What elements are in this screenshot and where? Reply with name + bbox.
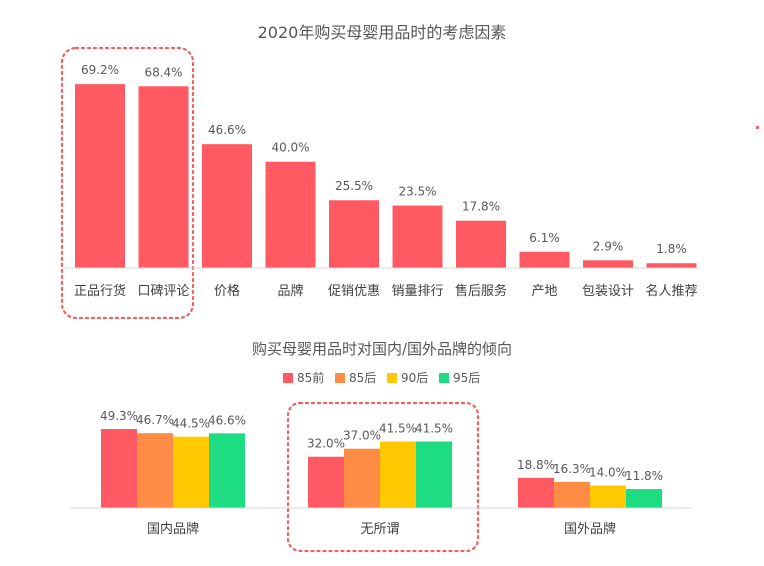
chart2-highlight-box [286, 401, 480, 553]
chart2-category-label: 国内品牌 [147, 521, 199, 537]
chart2-legend: 85前 85后 90后 95后 [283, 370, 480, 385]
chart2-bar [101, 429, 137, 508]
chart1-value-label: 2.9% [593, 239, 624, 253]
chart2-category-labels: 国内品牌 无所谓 国外品牌 [147, 521, 616, 537]
edge-mark [756, 126, 759, 129]
chart2-bars [101, 429, 662, 508]
chart2-value-label: 41.5% [379, 421, 417, 435]
chart1-bar [202, 144, 252, 268]
chart2-bar [173, 436, 209, 508]
chart2-category-label: 国外品牌 [564, 521, 616, 537]
chart1-bar [583, 260, 633, 268]
chart1-bar [138, 86, 189, 268]
chart2-value-label: 49.3% [100, 409, 138, 423]
chart2-value-labels: 49.3%46.7%44.5%46.6%32.0%37.0%41.5%41.5%… [100, 409, 663, 483]
chart1-bar [519, 251, 570, 268]
chart1-bar [75, 84, 125, 268]
chart2-value-label: 11.8% [625, 469, 663, 483]
chart1-category-label: 品牌 [277, 283, 303, 299]
legend-swatch [283, 373, 293, 383]
chart2-value-label: 41.5% [415, 421, 453, 435]
chart1-bar [646, 263, 697, 268]
chart2-value-label: 18.8% [517, 458, 555, 472]
chart2-value-label: 32.0% [307, 437, 345, 451]
chart1-value-label: 25.5% [335, 179, 373, 193]
chart2-category-label: 无所谓 [360, 522, 399, 537]
chart1-bar [265, 161, 316, 268]
chart1-category-label: 口碑评论 [137, 283, 189, 299]
chart1-bar [456, 220, 506, 268]
chart2-value-label: 14.0% [589, 466, 627, 480]
chart1-category-label: 促销优惠 [328, 284, 380, 299]
chart2-bar [308, 456, 344, 508]
chart1-title: 2020年购买母婴用品时的考虑因素 [258, 23, 507, 42]
chart2-value-label: 16.3% [553, 462, 591, 476]
chart2-bar [344, 448, 380, 508]
legend-label: 95后 [453, 371, 480, 385]
chart1-category-label: 价格 [214, 283, 240, 299]
legend-label: 85前 [297, 370, 324, 385]
chart1-category-label: 售后服务 [455, 283, 507, 299]
chart2-value-label: 44.5% [172, 417, 210, 431]
chart2-value-label: 46.6% [208, 413, 246, 427]
chart2-bar [518, 477, 554, 508]
legend-swatch [439, 373, 449, 383]
chart1-value-label: 1.8% [656, 242, 687, 256]
chart1-value-label: 68.4% [144, 65, 182, 79]
chart1-highlight-box [60, 46, 195, 320]
chart1-category-label: 包装设计 [582, 284, 634, 299]
chart2-bar [209, 433, 245, 508]
chart1-category-label: 正品行货 [74, 283, 126, 299]
chart1-value-label: 23.5% [398, 185, 436, 199]
chart1-value-label: 40.0% [271, 141, 309, 155]
chart1-value-label: 46.6% [208, 123, 246, 137]
chart2-title: 购买母婴用品时对国内/国外品牌的倾向 [252, 340, 512, 358]
chart2-bar [416, 441, 452, 508]
legend-label: 85后 [349, 371, 376, 385]
chart1-bar [329, 200, 379, 268]
chart1-category-label: 销量排行 [391, 284, 443, 299]
chart2-bar [626, 489, 662, 508]
legend-swatch [387, 373, 397, 383]
legend-label: 90后 [401, 371, 428, 385]
chart1-value-labels: 69.2% 68.4% 46.6% 40.0% 25.5% 23.5% 17.8% 6.1% 2… [81, 63, 687, 256]
chart1-category-label: 名人推荐 [645, 283, 697, 299]
chart1-value-label: 69.2% [81, 63, 119, 77]
chart1-bars [75, 84, 697, 268]
chart1-value-label: 6.1% [529, 231, 560, 245]
chart1-value-label: 17.8% [462, 200, 500, 214]
chart2-bar [554, 481, 590, 508]
chart2-bar [137, 433, 173, 508]
chart1-category-label: 产地 [531, 284, 557, 299]
legend-swatch [335, 373, 345, 383]
chart1-bar [392, 205, 443, 268]
chart2-bar [380, 441, 416, 508]
chart2-value-label: 37.0% [343, 429, 381, 443]
chart2-value-label: 46.7% [136, 413, 174, 427]
chart2-bar [590, 485, 626, 508]
chart1-category-labels: 正品行货 口碑评论 价格 品牌 促销优惠 销量排行 售后服务 产地 包装设计 名人推荐 [74, 283, 698, 299]
